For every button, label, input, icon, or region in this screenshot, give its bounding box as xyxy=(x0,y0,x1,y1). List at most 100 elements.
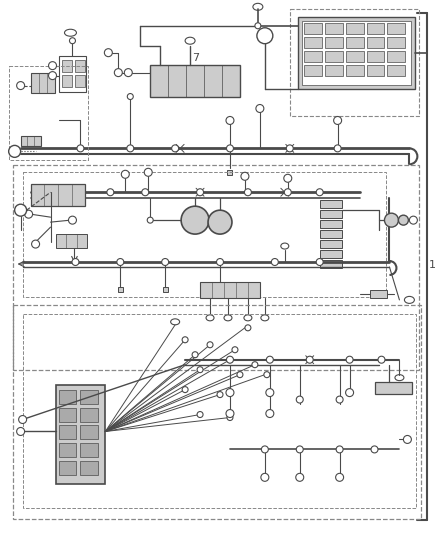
Circle shape xyxy=(263,372,269,378)
Bar xyxy=(301,21,410,85)
Circle shape xyxy=(121,171,129,178)
Circle shape xyxy=(345,356,352,363)
Bar xyxy=(303,51,321,62)
Circle shape xyxy=(315,259,322,265)
Bar xyxy=(319,260,341,268)
Bar xyxy=(366,51,384,62)
Bar xyxy=(80,390,98,403)
Bar xyxy=(80,425,98,439)
Bar xyxy=(319,230,341,238)
Bar xyxy=(366,23,384,34)
Ellipse shape xyxy=(260,315,268,321)
Circle shape xyxy=(192,352,198,358)
Circle shape xyxy=(315,189,322,196)
Bar xyxy=(303,64,321,76)
Circle shape xyxy=(196,189,203,196)
Circle shape xyxy=(18,416,27,424)
Circle shape xyxy=(244,189,251,196)
Circle shape xyxy=(240,172,248,180)
Bar xyxy=(387,23,404,34)
Circle shape xyxy=(182,337,187,343)
Bar xyxy=(345,23,363,34)
Ellipse shape xyxy=(64,29,76,36)
Circle shape xyxy=(117,259,124,265)
Circle shape xyxy=(335,473,343,481)
Circle shape xyxy=(208,210,231,234)
Circle shape xyxy=(398,215,407,225)
Ellipse shape xyxy=(170,319,179,325)
Circle shape xyxy=(231,347,237,353)
Bar xyxy=(9,66,88,160)
Circle shape xyxy=(226,117,233,124)
Bar xyxy=(324,37,342,47)
Circle shape xyxy=(271,259,278,265)
Circle shape xyxy=(226,357,233,362)
Circle shape xyxy=(377,356,384,363)
Bar xyxy=(55,385,105,484)
Bar xyxy=(297,17,414,88)
Circle shape xyxy=(226,356,233,363)
Bar xyxy=(200,282,259,298)
Circle shape xyxy=(207,342,212,348)
Circle shape xyxy=(69,38,75,44)
Circle shape xyxy=(265,389,273,397)
Bar xyxy=(80,443,98,457)
Circle shape xyxy=(336,396,343,403)
Bar xyxy=(80,408,98,422)
Circle shape xyxy=(296,396,303,403)
Bar xyxy=(31,72,54,93)
Circle shape xyxy=(336,446,343,453)
Circle shape xyxy=(161,259,168,265)
Circle shape xyxy=(197,367,203,373)
Bar xyxy=(345,51,363,62)
Circle shape xyxy=(251,362,257,368)
Bar xyxy=(369,290,387,298)
Bar xyxy=(13,165,418,370)
Bar xyxy=(21,136,40,147)
Circle shape xyxy=(286,145,293,152)
Ellipse shape xyxy=(252,3,262,10)
Bar xyxy=(319,250,341,258)
Circle shape xyxy=(32,240,39,248)
Bar xyxy=(387,64,404,76)
Bar xyxy=(319,240,341,248)
Bar xyxy=(13,305,420,519)
Bar xyxy=(324,64,342,76)
Circle shape xyxy=(260,473,268,481)
Bar xyxy=(23,172,385,297)
Circle shape xyxy=(182,386,187,393)
Bar xyxy=(303,23,321,34)
Bar xyxy=(217,287,222,293)
Circle shape xyxy=(370,446,377,453)
Bar xyxy=(345,64,363,76)
Bar xyxy=(75,60,85,71)
Ellipse shape xyxy=(280,243,288,249)
Text: 1: 1 xyxy=(428,260,435,270)
Circle shape xyxy=(295,473,303,481)
Circle shape xyxy=(237,372,242,378)
Circle shape xyxy=(255,104,263,112)
Circle shape xyxy=(49,71,57,79)
Bar xyxy=(62,60,72,71)
Circle shape xyxy=(254,23,260,29)
Circle shape xyxy=(226,145,233,152)
Circle shape xyxy=(384,213,398,227)
Bar xyxy=(324,23,342,34)
Circle shape xyxy=(14,204,27,216)
Circle shape xyxy=(127,94,133,100)
Circle shape xyxy=(226,389,233,397)
Circle shape xyxy=(49,62,57,70)
Circle shape xyxy=(77,145,84,152)
Circle shape xyxy=(333,145,340,152)
Circle shape xyxy=(345,389,353,397)
Circle shape xyxy=(106,189,113,196)
Circle shape xyxy=(216,259,223,265)
Circle shape xyxy=(306,356,312,363)
Circle shape xyxy=(256,28,272,44)
Circle shape xyxy=(265,409,273,417)
Circle shape xyxy=(226,409,233,417)
Bar xyxy=(289,9,418,117)
Circle shape xyxy=(284,189,290,196)
Bar xyxy=(150,64,240,96)
Ellipse shape xyxy=(403,296,413,303)
